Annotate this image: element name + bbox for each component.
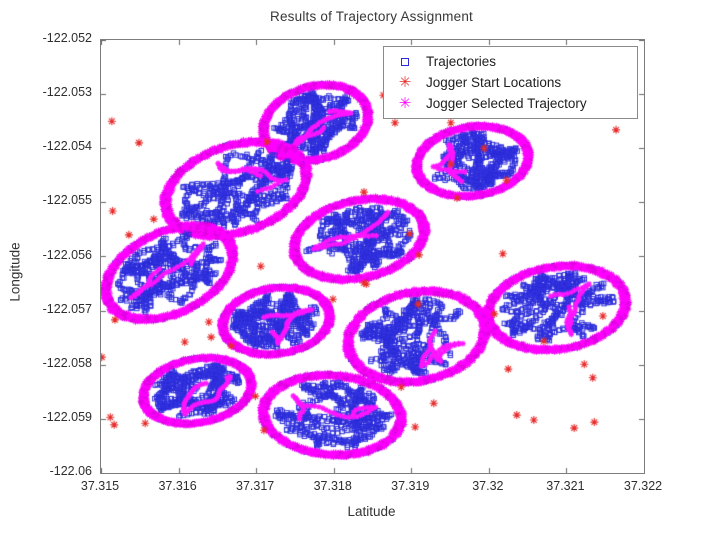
y-tick-label: -122.052 [42, 31, 92, 45]
x-tick-label: 37.322 [623, 479, 663, 493]
legend-item-selected-trajectory: ✳ Jogger Selected Trajectory [384, 93, 637, 114]
y-tick-label: -122.058 [42, 355, 92, 370]
legend-item-trajectories: Trajectories [384, 51, 637, 72]
x-tick-label: 37.316 [158, 479, 197, 493]
y-tick-label: -122.06 [49, 464, 92, 478]
legend-label: Jogger Start Locations [426, 75, 562, 90]
legend-marker-asterisk-magenta-icon: ✳ [398, 95, 412, 112]
plot-area: Trajectories ✳ Jogger Start Locations ✳ … [100, 39, 645, 474]
legend: Trajectories ✳ Jogger Start Locations ✳ … [383, 46, 638, 119]
y-tick-label: -122.059 [42, 409, 92, 424]
x-tick-label: 37.319 [391, 479, 430, 493]
legend-marker-square-icon [384, 51, 426, 72]
x-tick-label: 37.317 [236, 479, 275, 493]
x-tick-label: 37.318 [313, 479, 352, 493]
legend-marker-asterisk-red-icon: ✳ [398, 74, 412, 91]
legend-label: Trajectories [426, 54, 497, 69]
y-tick-label: -122.057 [42, 301, 92, 316]
x-tick-label: 37.32 [472, 479, 504, 493]
legend-item-start-locations: ✳ Jogger Start Locations [384, 72, 637, 93]
plot-title: Results of Trajectory Assignment [270, 9, 473, 24]
x-tick-label: 37.321 [546, 479, 585, 493]
x-tick-label: 37.315 [80, 479, 120, 493]
y-tick-label: -122.053 [42, 85, 92, 100]
y-tick-label: -122.054 [42, 139, 92, 154]
legend-label: Jogger Selected Trajectory [426, 96, 587, 111]
y-tick-label: -122.056 [42, 247, 92, 262]
y-tick-label: -122.055 [42, 193, 92, 208]
x-axis-label: Latitude [347, 504, 396, 519]
